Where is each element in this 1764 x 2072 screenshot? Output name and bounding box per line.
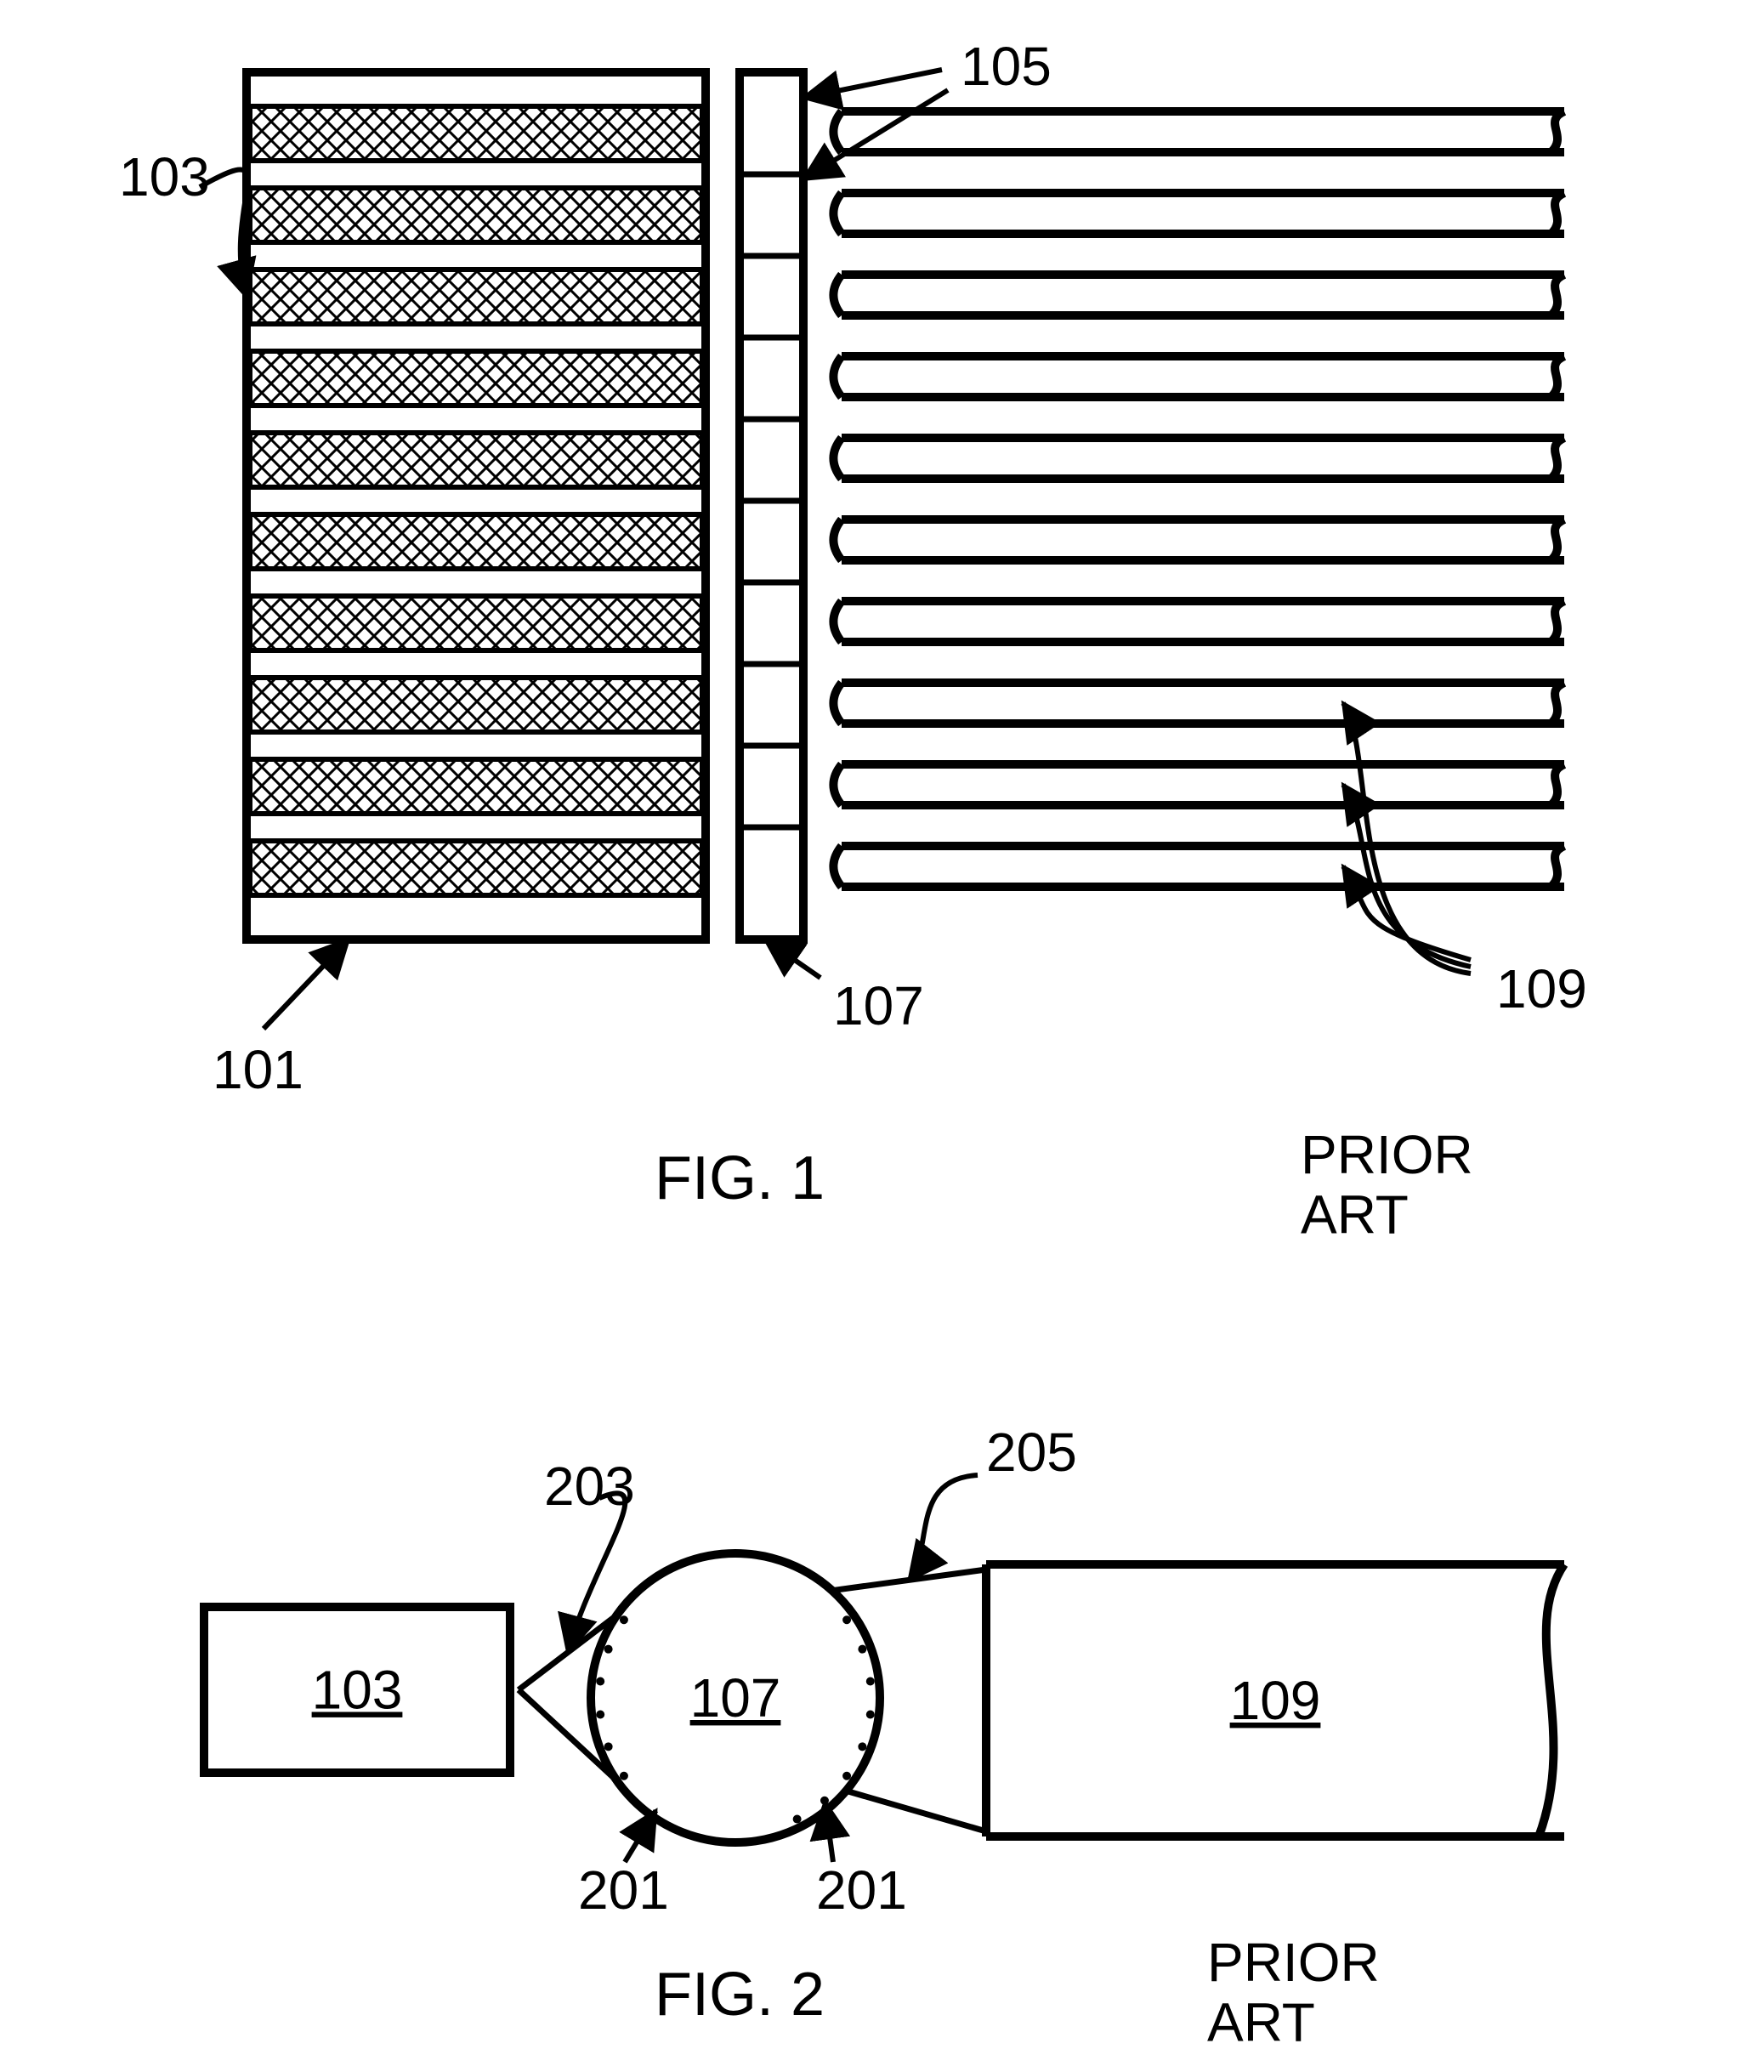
leader-201a xyxy=(625,1811,656,1862)
emitter-bar xyxy=(250,596,702,650)
lens-array-bar xyxy=(740,72,803,939)
emitter-bar xyxy=(250,351,702,406)
label-107: 107 xyxy=(833,975,924,1036)
ray-205-bot xyxy=(846,1791,986,1831)
label-101: 101 xyxy=(213,1039,303,1100)
leader-105b xyxy=(803,90,948,179)
fiber-leftcap xyxy=(833,601,842,642)
fiber-rightbreak xyxy=(1551,764,1564,805)
fiber-rightbreak xyxy=(1551,356,1564,397)
fiber-rightbreak xyxy=(1551,601,1564,642)
label-201b: 201 xyxy=(816,1859,907,1921)
emitter-bar xyxy=(250,514,702,569)
fiber-rightbreak xyxy=(1551,193,1564,234)
fiber-leftcap xyxy=(833,683,842,724)
label-103-fig2: 103 xyxy=(312,1660,403,1721)
fiber-leftcap xyxy=(833,111,842,152)
fiber-leftcap xyxy=(833,356,842,397)
fiber-leftcap xyxy=(833,193,842,234)
label-205: 205 xyxy=(986,1422,1077,1483)
emitter-bar xyxy=(250,188,702,242)
emitter-bar xyxy=(250,106,702,161)
fiber-leftcap xyxy=(833,519,842,560)
fiber-rightbreak xyxy=(1551,519,1564,560)
fiber-rightbreak xyxy=(1551,275,1564,315)
label-109-fig2: 109 xyxy=(1230,1670,1321,1731)
emitter-bar xyxy=(250,270,702,324)
fig2-caption: FIG. 2 xyxy=(655,1961,825,2029)
fiber-rightbreak xyxy=(1551,683,1564,724)
ray-203-bot xyxy=(519,1690,617,1781)
fiber-leftcap xyxy=(833,846,842,887)
ray-205-top xyxy=(832,1570,986,1591)
emitter-bar xyxy=(250,678,702,732)
emitter-bar xyxy=(250,433,702,487)
leader-205 xyxy=(909,1475,978,1580)
fig1-caption: FIG. 1 xyxy=(655,1144,825,1212)
emitter-bar xyxy=(250,759,702,814)
label-103: 103 xyxy=(119,146,210,207)
label-107-fig2: 107 xyxy=(690,1667,781,1729)
fiber-rightbreak xyxy=(1551,111,1564,152)
leader-101 xyxy=(264,939,349,1029)
fiber-rightbreak xyxy=(1551,846,1564,887)
fig1-prior-art: PRIORART xyxy=(1301,1124,1473,1245)
fiber-leftcap xyxy=(833,764,842,805)
fiber-rightbreak xyxy=(1551,438,1564,479)
fig2-prior-art: PRIORART xyxy=(1207,1932,1380,2052)
label-201a: 201 xyxy=(578,1859,669,1921)
emitter-bar xyxy=(250,841,702,895)
fiber-leftcap xyxy=(833,438,842,479)
fiber-rightbreak xyxy=(1539,1564,1564,1836)
dotted-arc xyxy=(793,1615,875,1823)
label-109: 109 xyxy=(1496,958,1587,1019)
leader-109 xyxy=(1343,866,1471,960)
figure-2: 103 107 109 201 201 203 205 FIG. 2 PRIORART xyxy=(204,1422,1564,2052)
label-105: 105 xyxy=(961,36,1052,97)
leader-107 xyxy=(765,939,820,978)
leader-105a xyxy=(803,70,942,98)
fiber-leftcap xyxy=(833,275,842,315)
figure-1: 101 103 105 107 109 FIG. 1 PRIORART xyxy=(119,36,1587,1245)
label-203: 203 xyxy=(544,1456,635,1517)
